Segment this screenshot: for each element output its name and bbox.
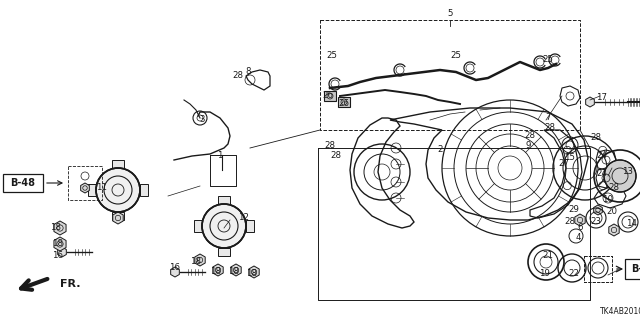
Polygon shape	[594, 205, 602, 215]
Polygon shape	[113, 212, 123, 224]
FancyBboxPatch shape	[625, 259, 640, 279]
Text: 23: 23	[591, 218, 602, 227]
Text: 19: 19	[539, 269, 549, 278]
Text: 10: 10	[602, 196, 614, 204]
Text: B-20-30: B-20-30	[631, 264, 640, 274]
Polygon shape	[194, 220, 202, 232]
Text: 12: 12	[239, 213, 250, 222]
Text: 15: 15	[564, 154, 575, 163]
Text: 25: 25	[543, 55, 554, 65]
Text: 28: 28	[609, 183, 620, 193]
Text: 18: 18	[52, 239, 63, 249]
Text: 4: 4	[575, 234, 580, 243]
Text: 18: 18	[246, 269, 257, 278]
Text: 18: 18	[211, 268, 221, 276]
Text: 26: 26	[323, 92, 333, 100]
Text: 24: 24	[596, 151, 607, 161]
Polygon shape	[88, 184, 96, 196]
Text: 28: 28	[324, 140, 335, 149]
Text: FR.: FR.	[60, 279, 81, 289]
FancyBboxPatch shape	[324, 91, 336, 101]
Text: B-48: B-48	[10, 178, 35, 188]
Text: 18: 18	[51, 223, 61, 233]
Text: 18: 18	[191, 258, 202, 267]
Text: 5: 5	[447, 10, 452, 19]
Polygon shape	[54, 221, 66, 235]
Text: 28: 28	[232, 71, 243, 81]
Polygon shape	[81, 183, 90, 193]
Text: 28: 28	[525, 132, 536, 140]
Text: 2: 2	[437, 146, 443, 155]
Polygon shape	[171, 267, 179, 277]
Text: 9: 9	[525, 140, 531, 149]
Polygon shape	[54, 237, 66, 251]
Polygon shape	[249, 266, 259, 278]
Text: 17: 17	[596, 93, 607, 102]
Text: 27: 27	[559, 159, 570, 169]
Circle shape	[96, 168, 140, 212]
Polygon shape	[218, 196, 230, 204]
Polygon shape	[609, 224, 619, 236]
Circle shape	[202, 204, 246, 248]
Polygon shape	[58, 247, 67, 257]
Circle shape	[604, 160, 636, 192]
Polygon shape	[586, 97, 595, 107]
Text: 18: 18	[228, 268, 239, 276]
Text: 6: 6	[577, 223, 583, 233]
Text: 22: 22	[568, 269, 579, 278]
Polygon shape	[246, 220, 254, 232]
Text: 7: 7	[545, 114, 551, 123]
Text: 20: 20	[607, 207, 618, 217]
Text: 14: 14	[627, 220, 637, 228]
Text: 21: 21	[543, 252, 554, 260]
Text: 28: 28	[591, 133, 602, 142]
Polygon shape	[213, 264, 223, 276]
Text: 28: 28	[330, 151, 342, 161]
FancyBboxPatch shape	[338, 97, 350, 107]
Text: 1: 1	[217, 151, 223, 161]
Polygon shape	[112, 212, 124, 220]
Text: 3: 3	[199, 116, 205, 124]
Text: 28: 28	[564, 218, 575, 227]
Polygon shape	[140, 184, 148, 196]
Text: 24: 24	[596, 170, 607, 179]
Polygon shape	[575, 214, 585, 226]
Polygon shape	[218, 248, 230, 256]
Text: 8: 8	[245, 68, 251, 76]
Text: TK4AB2010: TK4AB2010	[600, 308, 640, 316]
Text: 28: 28	[545, 124, 556, 132]
Text: 25: 25	[326, 52, 337, 60]
Polygon shape	[195, 254, 205, 266]
Text: 16: 16	[52, 252, 63, 260]
Polygon shape	[231, 264, 241, 276]
Text: 13: 13	[623, 167, 634, 177]
Text: 29: 29	[568, 205, 579, 214]
Text: 25: 25	[451, 52, 461, 60]
Text: 26: 26	[339, 100, 349, 108]
Text: 16: 16	[170, 263, 180, 273]
Polygon shape	[112, 160, 124, 168]
Text: 11: 11	[97, 183, 108, 193]
FancyBboxPatch shape	[3, 174, 43, 192]
